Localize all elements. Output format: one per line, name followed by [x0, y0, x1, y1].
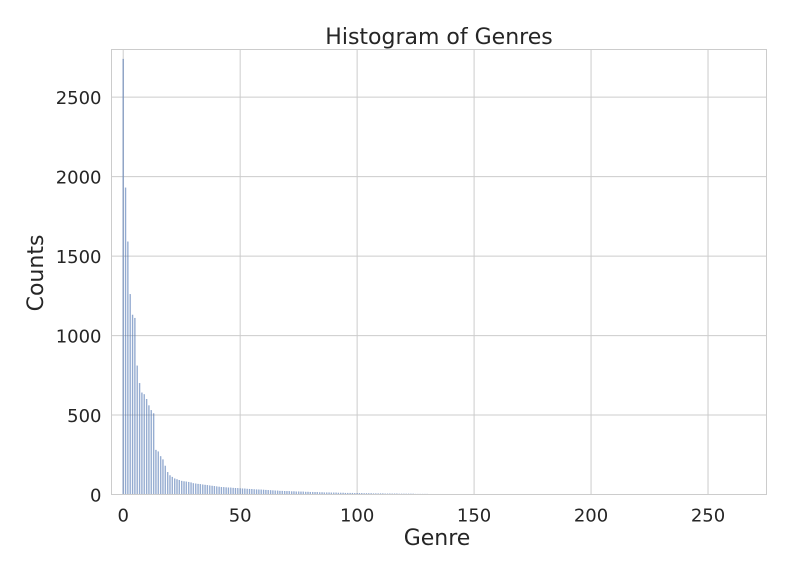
histogram-bars: [122, 58, 737, 495]
histogram-bar: [159, 456, 162, 495]
histogram-bar: [220, 487, 223, 495]
histogram-bar: [225, 487, 227, 495]
histogram-bar: [124, 187, 127, 495]
histogram-bar: [176, 479, 178, 495]
x-tick-label: 0: [117, 506, 128, 527]
histogram-bar: [138, 383, 141, 495]
histogram-bar: [152, 413, 155, 495]
histogram-bar: [246, 488, 248, 495]
x-tick-label: 150: [457, 506, 491, 527]
histogram-bar: [227, 487, 230, 495]
histogram-bar: [237, 488, 239, 495]
histogram-bar: [173, 478, 176, 495]
x-tick-label: 50: [229, 506, 252, 527]
histogram-bar: [244, 488, 246, 495]
histogram-bar: [129, 294, 131, 495]
histogram-bar: [218, 486, 220, 495]
histogram-bar: [216, 486, 218, 495]
histogram-bar: [166, 472, 169, 495]
histogram-bar: [145, 398, 148, 495]
x-axis-title: Genre: [404, 526, 471, 551]
x-tick-labels: 0 50 100 150 200 250: [117, 506, 725, 527]
y-tick-label: 500: [67, 406, 101, 427]
histogram-bar: [276, 490, 279, 495]
histogram-bar: [195, 483, 197, 495]
histogram-bar: [197, 483, 199, 495]
histogram-bar: [157, 451, 159, 495]
histogram-bar: [199, 484, 202, 495]
y-tick-label: 1000: [56, 327, 102, 348]
histogram-bar: [262, 489, 265, 495]
x-tick-label: 100: [340, 506, 374, 527]
histogram-bar: [155, 449, 157, 495]
histogram-bar: [213, 486, 216, 495]
histogram-bar: [269, 490, 272, 495]
histogram-bar: [204, 484, 206, 495]
histogram-bar: [248, 488, 251, 495]
histogram-bar: [185, 481, 188, 495]
histogram-bar: [230, 487, 232, 495]
histogram-bar: [178, 480, 181, 495]
histogram-bar: [143, 394, 145, 495]
y-tick-label: 0: [90, 486, 101, 507]
histogram-bar: [265, 489, 267, 495]
histogram-bar: [281, 490, 283, 495]
histogram-bar: [251, 489, 253, 495]
histogram-bar: [267, 490, 269, 495]
histogram-bar: [141, 392, 143, 495]
histogram-bar: [190, 482, 192, 495]
y-tick-label: 2500: [56, 88, 102, 109]
histogram-bar: [209, 485, 211, 495]
histogram-bar: [255, 489, 258, 495]
histogram-bar: [136, 365, 138, 495]
histogram-bar: [150, 410, 152, 495]
histogram-bar: [169, 475, 171, 495]
histogram-bar: [171, 476, 173, 495]
histogram-bar: [134, 317, 136, 495]
histogram-bar: [164, 465, 166, 495]
histogram-bar: [232, 487, 234, 495]
x-tick-label: 200: [574, 506, 608, 527]
histogram-bar: [211, 485, 213, 495]
plot-frame: [111, 49, 767, 495]
histogram-bar: [253, 489, 255, 495]
histogram-bar: [239, 488, 241, 495]
y-tick-label: 2000: [56, 168, 102, 189]
histogram-bar: [241, 488, 244, 495]
histogram-bar: [131, 314, 134, 495]
y-axis-title: Counts: [24, 235, 49, 312]
x-tick-label: 250: [691, 506, 725, 527]
histogram-bar: [283, 491, 286, 495]
histogram-bar: [148, 405, 150, 495]
histogram-bar: [183, 481, 185, 495]
histogram-bar: [272, 490, 274, 495]
histogram-bar: [192, 483, 195, 495]
histogram-bar: [223, 487, 225, 495]
histogram-bar: [122, 58, 124, 495]
grid-lines: [111, 49, 767, 495]
y-tick-labels: 0 500 1000 1500 2000 2500: [56, 88, 102, 506]
histogram-bar: [258, 489, 260, 495]
chart-title: Histogram of Genres: [325, 25, 552, 50]
histogram-bar: [234, 487, 237, 495]
y-tick-label: 1500: [56, 247, 102, 268]
histogram-bar: [188, 481, 190, 495]
histogram-bar: [206, 485, 209, 495]
histogram-bar: [274, 490, 276, 495]
histogram-bar: [181, 480, 183, 495]
histogram-bar: [127, 241, 129, 495]
histogram-bar: [260, 489, 262, 495]
histogram-bar: [202, 484, 204, 495]
histogram-bar: [162, 459, 164, 495]
histogram-bar: [279, 490, 281, 495]
